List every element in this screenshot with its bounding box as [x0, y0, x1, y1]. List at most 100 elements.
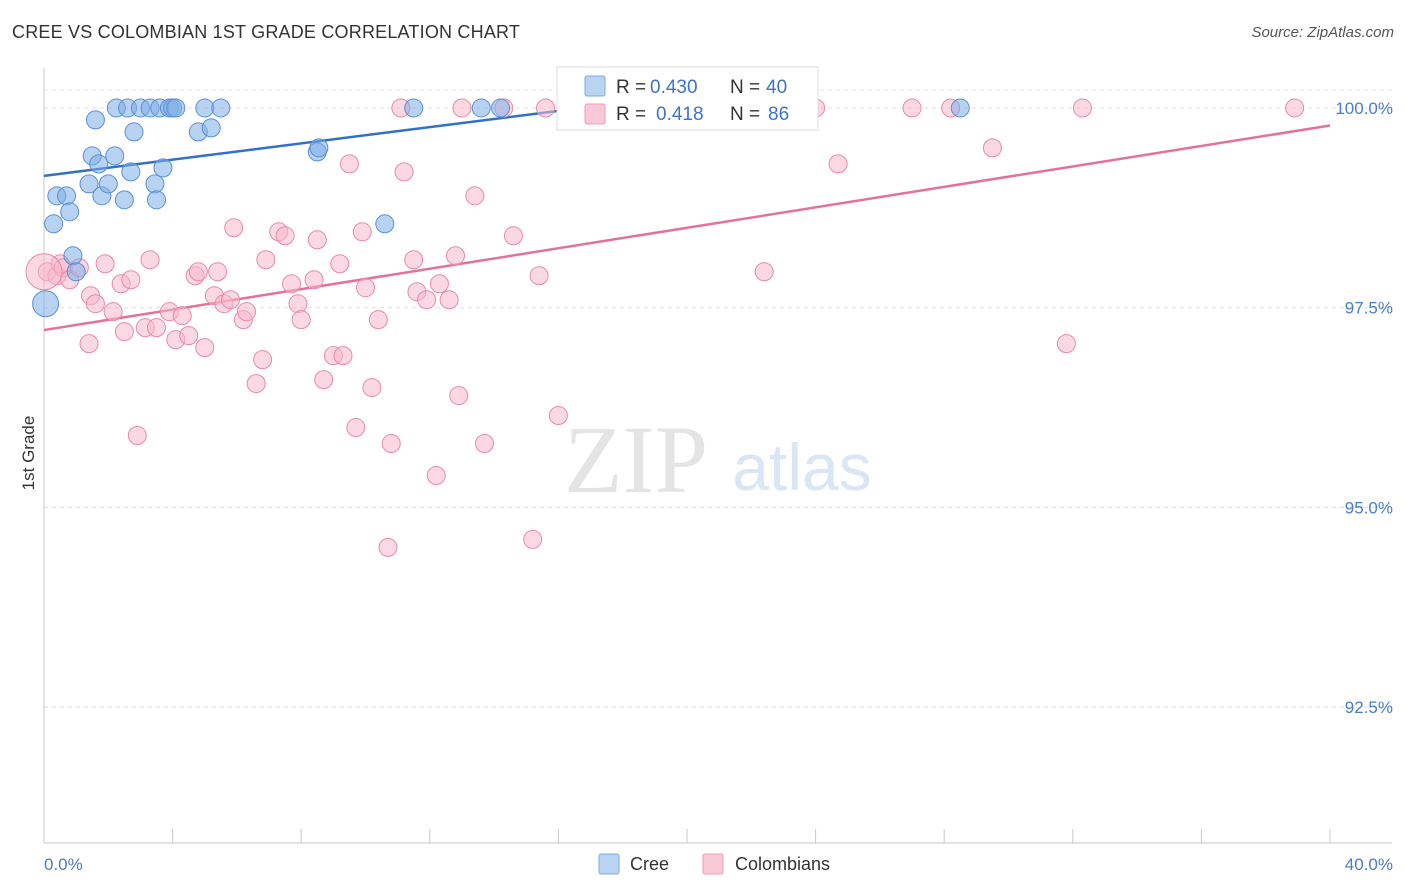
point-colombians [79, 334, 99, 354]
point-cree [44, 214, 64, 234]
point-cree [98, 174, 118, 194]
point-colombians [394, 162, 414, 182]
point-colombians [304, 270, 324, 290]
point-colombians [220, 290, 240, 310]
point-cree [124, 122, 144, 142]
y-tick-labels: 92.5% 95.0% 97.5% 100.0% [1335, 99, 1393, 717]
point-colombians [85, 294, 105, 314]
point-colombians [172, 306, 192, 326]
point-colombians [188, 262, 208, 282]
point-cree [57, 186, 77, 206]
point-cree [63, 246, 83, 266]
point-colombians [314, 370, 334, 390]
point-colombians [523, 529, 543, 549]
point-cree [309, 138, 329, 158]
point-colombians [140, 250, 160, 270]
legend-colombians-r-label: R = [616, 104, 646, 125]
legend-colombians-n-value: 86 [768, 104, 789, 125]
point-colombians [224, 218, 244, 238]
y-axis-label: 1st Grade [19, 416, 38, 491]
point-colombians [195, 338, 215, 358]
grid-lines [44, 89, 1392, 708]
point-colombians [1056, 334, 1076, 354]
point-colombians [378, 537, 398, 557]
point-cree [66, 262, 86, 282]
point-colombians [208, 262, 228, 282]
legend-cree-n-label: N = [730, 77, 760, 98]
trend-line-colombians [43, 124, 1331, 332]
point-colombians [417, 290, 437, 310]
legend-swatch-colombians [584, 103, 606, 125]
point-colombians [982, 138, 1002, 158]
point-colombians [426, 465, 446, 485]
point-colombians [368, 310, 388, 330]
point-colombians [291, 310, 311, 330]
y-tick-label: 100.0% [1335, 99, 1393, 118]
point-colombians [529, 266, 549, 286]
point-colombians [25, 253, 63, 291]
point-colombians [446, 246, 466, 266]
point-colombians [465, 186, 485, 206]
watermark-zip: ZIP [564, 406, 708, 513]
point-colombians [256, 250, 276, 270]
point-cree [153, 158, 173, 178]
point-colombians [362, 378, 382, 398]
watermark-atlas: atlas [732, 430, 871, 504]
point-colombians [828, 154, 848, 174]
point-cree [32, 290, 60, 318]
y-tick-label: 92.5% [1345, 698, 1393, 717]
watermark: ZIP atlas [564, 406, 872, 513]
point-colombians [114, 322, 134, 342]
point-cree [195, 98, 215, 118]
point-colombians [339, 154, 359, 174]
bottom-legend: Cree Colombians [598, 853, 830, 875]
point-colombians [282, 274, 302, 294]
x-tick-label-end: 40.0% [1345, 855, 1393, 874]
point-colombians [103, 302, 123, 322]
point-colombians [307, 230, 327, 250]
chart-title: CREE VS COLOMBIAN 1ST GRADE CORRELATION … [12, 22, 521, 42]
point-colombians [121, 270, 141, 290]
point-colombians [536, 98, 556, 118]
point-colombians [333, 346, 353, 366]
point-cree [491, 98, 511, 118]
point-cree [60, 202, 80, 222]
point-cree [166, 98, 186, 118]
legend-box: R = 0.430 N = 40 R = 0.418 N = 86 [556, 66, 819, 131]
point-colombians [253, 350, 273, 370]
point-colombians [127, 426, 147, 446]
point-colombians [1072, 98, 1092, 118]
point-cree [89, 154, 109, 174]
point-cree [211, 98, 231, 118]
source-label: Source: ZipAtlas.com [1251, 24, 1394, 41]
point-cree [114, 190, 134, 210]
point-colombians [237, 302, 257, 322]
point-colombians [95, 254, 115, 274]
point-cree [105, 146, 125, 166]
point-colombians [474, 434, 494, 454]
point-colombians [429, 274, 449, 294]
point-colombians [902, 98, 922, 118]
point-colombians [330, 254, 350, 274]
bottom-legend-swatch-colombians [702, 853, 724, 875]
point-cree [145, 174, 165, 194]
point-cree [201, 118, 221, 138]
point-cree [85, 110, 105, 130]
point-cree [79, 174, 99, 194]
point-cree [404, 98, 424, 118]
point-colombians [246, 374, 266, 394]
point-colombians [352, 222, 372, 242]
trend-lines [43, 102, 1331, 332]
bottom-legend-colombians: Colombians [735, 854, 830, 874]
point-colombians [147, 318, 167, 338]
bottom-legend-cree: Cree [630, 854, 669, 874]
point-colombians [275, 226, 295, 246]
point-colombians [1285, 98, 1305, 118]
bottom-legend-swatch-cree [598, 853, 620, 875]
point-colombians [452, 98, 472, 118]
trend-line-cree [43, 102, 614, 178]
x-tick-labels: 0.0% 40.0% [44, 855, 1393, 874]
point-colombians [548, 406, 568, 426]
y-tick-label: 97.5% [1345, 299, 1393, 318]
